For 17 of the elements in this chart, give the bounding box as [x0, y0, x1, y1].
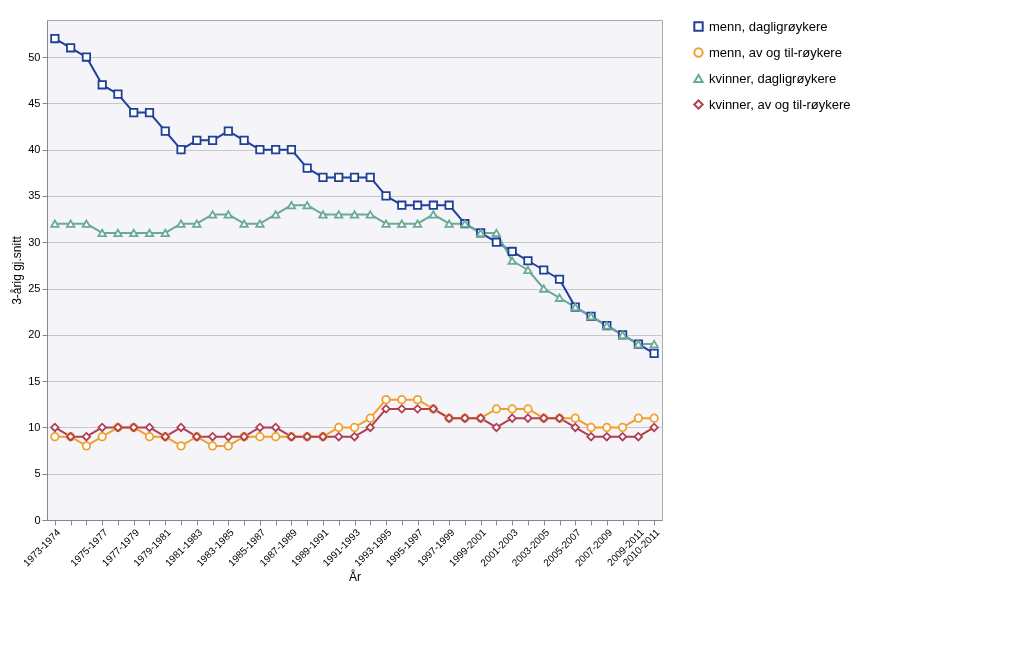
legend-label: kvinner, av og til-røykere — [709, 96, 851, 112]
legend-label: kvinner, dagligrøykere — [709, 70, 837, 86]
y-tick-label: 45 — [28, 96, 41, 109]
y-tick-label: 50 — [28, 50, 41, 63]
legend-label: menn, dagligrøykere — [709, 18, 828, 34]
y-tick-label: 35 — [28, 189, 41, 202]
x-axis-title: År — [349, 569, 361, 585]
y-tick-label: 0 — [34, 513, 41, 526]
y-tick-label: 5 — [34, 467, 41, 480]
y-tick-label: 25 — [28, 282, 41, 295]
y-tick-label: 30 — [28, 235, 41, 248]
legend-label: menn, av og til-røykere — [709, 44, 842, 60]
y-axis-title: 3-årig gj.snitt — [10, 235, 25, 305]
y-tick-label: 10 — [28, 420, 41, 433]
y-tick-label: 20 — [28, 328, 41, 341]
y-tick-label: 40 — [28, 143, 41, 156]
y-tick-label: 15 — [28, 374, 41, 387]
